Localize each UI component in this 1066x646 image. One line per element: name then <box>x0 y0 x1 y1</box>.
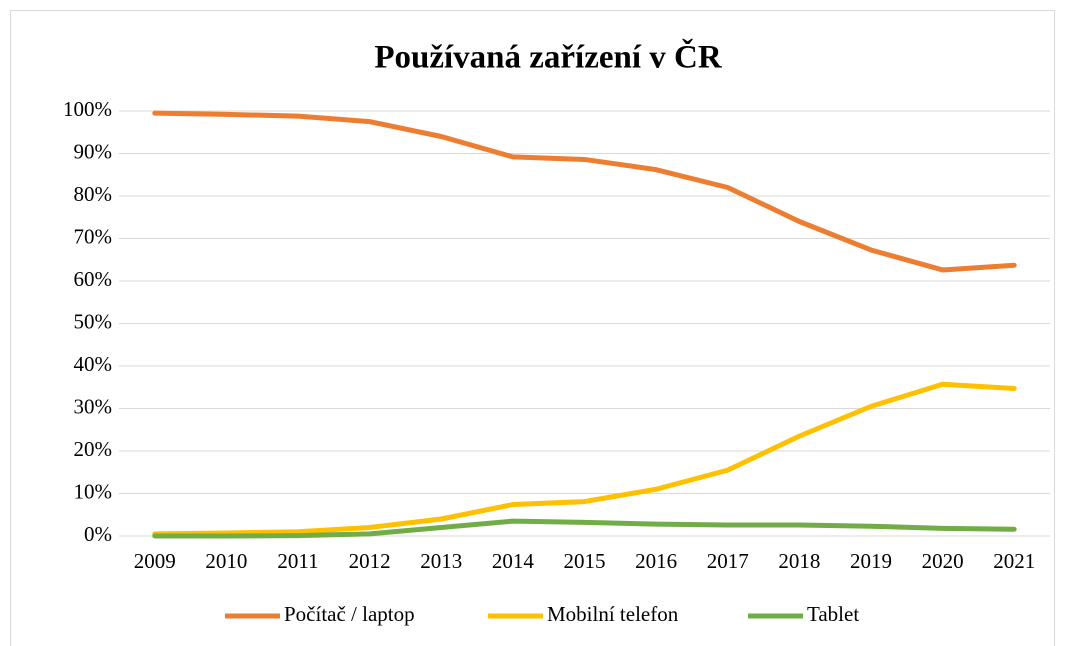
y-tick-label: 10% <box>74 479 113 503</box>
x-tick-label: 2021 <box>993 549 1035 573</box>
y-tick-label: 30% <box>74 394 113 418</box>
chart-title: Používaná zařízení v ČR <box>374 38 723 76</box>
x-tick-label: 2009 <box>134 549 176 573</box>
y-tick-label: 0% <box>84 522 112 546</box>
legend-label: Počítač / laptop <box>284 602 415 626</box>
x-tick-label: 2018 <box>778 549 820 573</box>
x-tick-label: 2015 <box>564 549 606 573</box>
legend-label: Mobilní telefon <box>547 602 679 626</box>
y-tick-label: 50% <box>74 309 113 333</box>
x-tick-label: 2012 <box>349 549 391 573</box>
chart-border <box>10 10 1055 646</box>
x-tick-label: 2014 <box>492 549 535 573</box>
y-tick-label: 20% <box>74 437 113 461</box>
y-tick-label: 40% <box>74 352 113 376</box>
y-tick-label: 60% <box>74 267 113 291</box>
y-tick-label: 100% <box>63 97 112 121</box>
series-line <box>152 381 1017 537</box>
x-tick-label: 2011 <box>277 549 318 573</box>
x-tick-label: 2010 <box>205 549 247 573</box>
x-tick-label: 2019 <box>850 549 892 573</box>
legend-label: Tablet <box>807 602 859 626</box>
x-tick-label: 2017 <box>707 549 749 573</box>
x-tick-label: 2016 <box>635 549 677 573</box>
y-tick-label: 70% <box>74 224 113 248</box>
x-tick-label: 2020 <box>922 549 964 573</box>
series-line <box>152 518 1017 539</box>
series-line <box>152 110 1017 273</box>
x-tick-label: 2013 <box>420 549 462 573</box>
y-tick-label: 90% <box>74 139 113 163</box>
y-tick-label: 80% <box>74 182 113 206</box>
